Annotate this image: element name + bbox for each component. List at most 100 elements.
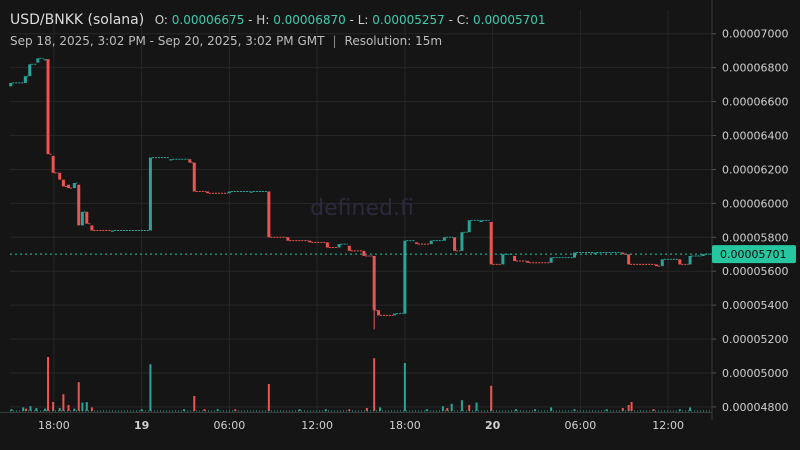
y-tick-label-1: 0.00006800 [722, 62, 788, 75]
candle-37 [453, 237, 457, 251]
candle-41 [489, 222, 493, 265]
x-tick-label-0: 18:00 [38, 419, 70, 432]
y-tick-label-8: 0.00005400 [722, 299, 788, 312]
volume-bar-3 [29, 406, 32, 411]
candle-42 [501, 254, 505, 265]
volume-bar-38 [490, 385, 493, 411]
close-value: 0.00005701 [473, 13, 546, 27]
volume-bar-12 [77, 382, 80, 411]
volume-bar-2 [25, 408, 28, 411]
volume-bar-15 [90, 407, 93, 411]
y-tick-label-2: 0.00006600 [722, 96, 788, 109]
volume-bar-45 [627, 405, 630, 411]
y-tick-label-5: 0.00006000 [722, 197, 788, 210]
candle-47 [593, 252, 597, 255]
candle-38 [460, 232, 464, 251]
candle-16 [148, 157, 152, 231]
ohlc-readout: O: 0.00006675 - H: 0.00006870 - L: 0.000… [154, 13, 546, 27]
volume-bar-42 [573, 409, 576, 411]
candle-35 [429, 240, 433, 245]
volume-bar-35 [460, 400, 463, 411]
candle-48 [621, 252, 625, 255]
x-tick-label-3: 12:00 [301, 419, 333, 432]
candles[interactable] [9, 57, 712, 330]
volume-bar-37 [475, 402, 478, 411]
candle-19 [192, 162, 196, 192]
volume-bar-48 [678, 409, 681, 411]
volume-bar-0 [10, 409, 13, 411]
candle-14 [90, 225, 94, 231]
candle-18 [188, 159, 192, 163]
candle-0 [9, 82, 13, 87]
x-tick-label-1: 19 [134, 419, 149, 432]
volume-bar-10 [67, 405, 70, 411]
high-label: H: [256, 13, 270, 27]
candle-27 [337, 244, 341, 248]
x-tick-label-2: 06:00 [214, 419, 246, 432]
candle-7 [58, 172, 62, 180]
volume-bar-47 [652, 409, 655, 411]
volume-bar-44 [621, 408, 624, 411]
candle-9 [67, 184, 70, 189]
candle-51 [660, 259, 664, 267]
volume-bar-43 [605, 409, 608, 411]
chart-grid [10, 10, 712, 412]
candle-22 [249, 191, 253, 193]
date-range: Sep 18, 2025, 3:02 PM - Sep 20, 2025, 3:… [10, 34, 325, 48]
watermark: defined.fi [310, 196, 414, 221]
close-label: C: [456, 13, 470, 27]
volume-bar-8 [58, 408, 61, 411]
candle-34 [415, 242, 419, 245]
volume-bar-23 [267, 384, 270, 411]
candle-30 [372, 255, 376, 311]
volume-bar-4 [35, 408, 38, 411]
volume-bar-27 [365, 408, 368, 411]
last-price-tag-label: 0.00005701 [720, 248, 786, 261]
candle-32 [393, 313, 397, 316]
volume-bar-1 [22, 407, 25, 411]
title-line: USD/BNKK (solana) O: 0.00006675 - H: 0.0… [10, 10, 546, 30]
volume-bars [10, 357, 712, 412]
chart-header: USD/BNKK (solana) O: 0.00006675 - H: 0.0… [10, 10, 546, 52]
low-label: L: [357, 13, 369, 27]
candle-1 [23, 76, 27, 83]
volume-bar-5 [44, 408, 47, 411]
volume-bar-22 [234, 409, 237, 411]
volume-bar-34 [450, 403, 453, 411]
candle-23 [267, 191, 271, 238]
volume-bar-36 [468, 405, 471, 411]
volume-bar-33 [446, 408, 449, 411]
volume-bar-19 [193, 396, 196, 411]
volume-bar-16 [140, 409, 143, 411]
x-axis[interactable]: 18:00 19 06:00 12:00 18:00 20 06:00 12:00 [38, 419, 684, 432]
candle-2 [28, 64, 32, 77]
volume-bar-14 [85, 402, 88, 411]
x-tick-label-5: 20 [485, 419, 501, 432]
volume-bar-9 [62, 394, 65, 411]
candle-46 [573, 252, 577, 258]
y-tick-label-9: 0.00005200 [722, 333, 788, 346]
x-tick-label-4: 18:00 [389, 419, 421, 432]
y-tick-label-7: 0.00005600 [722, 265, 788, 278]
candle-20 [205, 191, 209, 194]
pair-title: USD/BNKK (solana) [10, 12, 145, 28]
volume-bar-13 [81, 402, 84, 411]
high-value: 0.00006870 [273, 13, 346, 27]
candle-5 [46, 59, 50, 155]
y-tick-label-10: 0.00005000 [722, 367, 788, 380]
candle-15 [110, 230, 114, 232]
candle-8 [61, 179, 65, 187]
volume-bar-18 [183, 409, 186, 411]
volume-bar-46 [630, 402, 633, 411]
candle-11 [77, 184, 81, 226]
y-axis[interactable]: 0.00007000 0.00006800 0.00006600 0.00006400… [0, 0, 788, 420]
volume-bar-25 [324, 409, 327, 411]
volume-bar-21 [216, 409, 219, 411]
x-tick-label-6: 06:00 [565, 419, 597, 432]
y-tick-label-0: 0.00007000 [722, 28, 788, 41]
candle-53 [688, 255, 692, 265]
volume-bar-41 [550, 407, 553, 411]
candle-28 [347, 245, 351, 251]
candle-40 [479, 220, 483, 223]
